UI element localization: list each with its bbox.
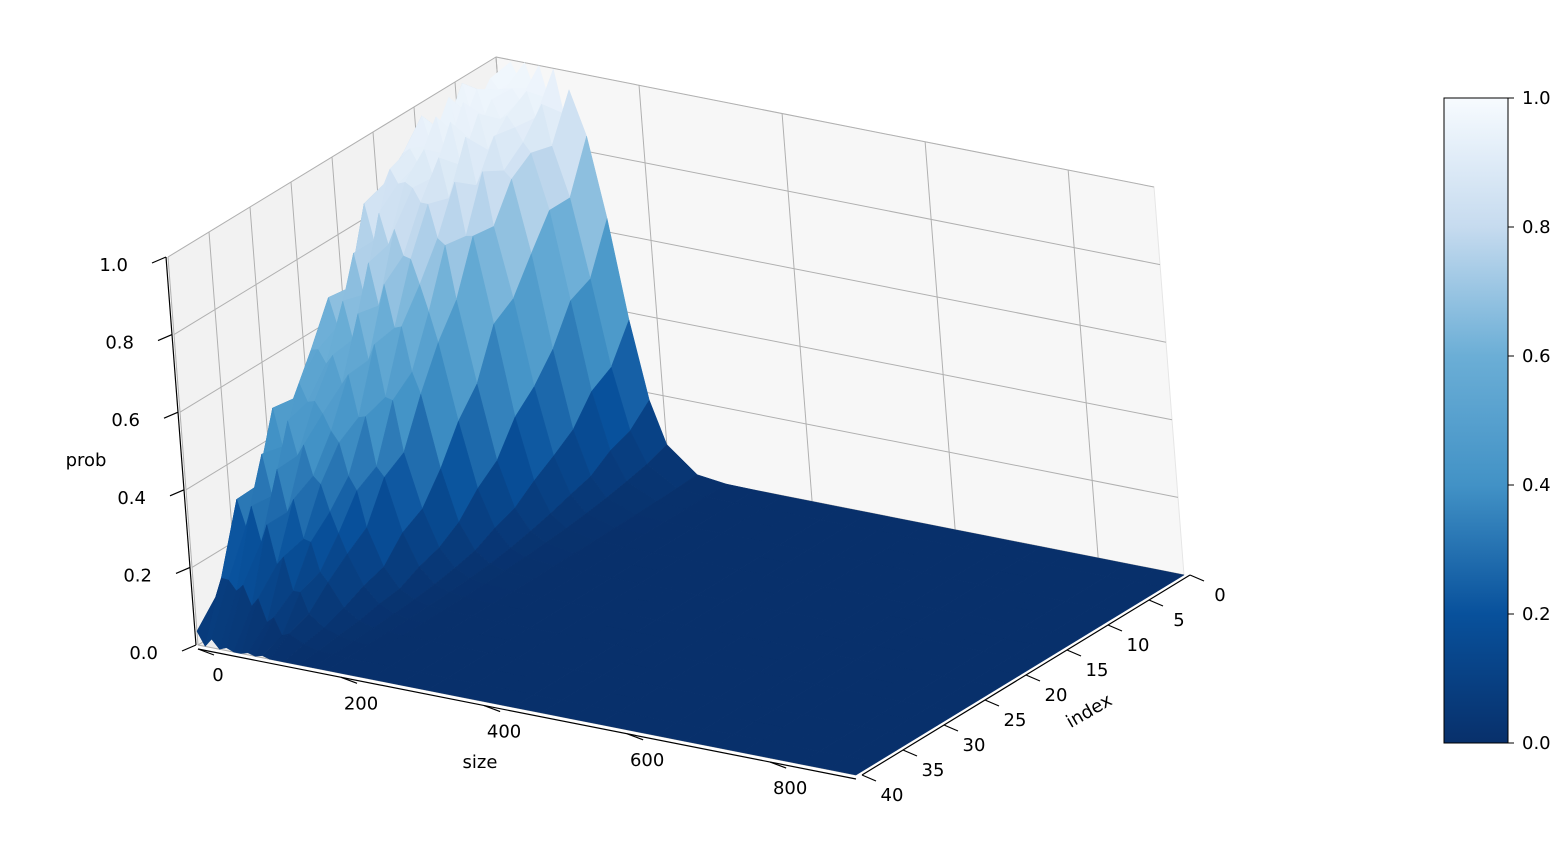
colorbar-tick-label: 0.6 (1522, 346, 1551, 367)
x-tick (483, 704, 501, 713)
y-tick-label: 0 (1214, 585, 1225, 606)
x-tick-label: 800 (773, 778, 807, 799)
y-tick (1025, 674, 1041, 682)
y-tick-label: 30 (963, 735, 986, 756)
x-tick-label: 0 (212, 665, 223, 686)
z-tick-label: 0.6 (111, 410, 140, 431)
colorbar-tick-label: 0.0 (1522, 733, 1551, 754)
gridline (1067, 170, 1099, 559)
gridline (167, 256, 199, 646)
x-axis-line (197, 648, 857, 780)
gridline (167, 56, 497, 258)
y-tick (902, 749, 918, 757)
x-tick-label: 600 (630, 750, 664, 771)
y-tick (1107, 624, 1123, 632)
x-tick-label: 200 (344, 693, 378, 714)
z-tick (169, 489, 185, 497)
z-tick (163, 411, 179, 419)
y-tick-label: 25 (1004, 710, 1027, 731)
y-axis-label: index (1063, 690, 1116, 733)
z-tick (181, 644, 197, 652)
y-tick-label: 20 (1045, 685, 1068, 706)
z-tick-label: 1.0 (99, 255, 128, 276)
y-tick-label: 35 (922, 760, 945, 781)
x-axis-label: size (463, 752, 498, 773)
y-tick (1148, 599, 1164, 607)
gridline (501, 134, 1161, 266)
y-tick-label: 40 (881, 785, 904, 806)
gridline (495, 56, 1155, 188)
y-tick (943, 724, 959, 732)
y-tick (861, 774, 877, 782)
gridline (924, 141, 956, 530)
z-tick-label: 0.2 (123, 565, 152, 586)
x-tick (769, 761, 787, 769)
x-tick (197, 648, 215, 656)
colorbar-gradient (1443, 97, 1509, 744)
colorbar-tick-label: 1.0 (1522, 88, 1551, 109)
z-tick-label: 0.4 (117, 488, 146, 509)
x-tick (626, 733, 644, 741)
colorbar-tick-label: 0.8 (1522, 217, 1551, 238)
z-tick-label: 0.8 (105, 333, 134, 354)
z-tick (157, 334, 173, 342)
z-axis-label: prob (66, 450, 107, 471)
y-tick (984, 699, 1000, 707)
surface (196, 61, 1185, 776)
z-axis-line (165, 256, 197, 646)
colorbar-tick-label: 0.2 (1522, 604, 1551, 625)
x-tick (340, 676, 358, 684)
colorbar-tick-label: 0.4 (1522, 475, 1551, 496)
y-tick-label: 5 (1173, 610, 1184, 631)
gridline (781, 113, 813, 502)
gridline (507, 211, 1167, 343)
z-tick-label: 0.0 (129, 643, 158, 664)
y-tick-label: 15 (1086, 660, 1109, 681)
axes: 0 200 400 600 800 0 5 10 15 20 25 30 35 40 0.0 0.2 0.4 0.… (99, 255, 1225, 806)
z-tick (151, 256, 167, 264)
y-tick (1066, 649, 1082, 657)
y-tick (1189, 574, 1205, 582)
z-tick (175, 566, 191, 574)
y-tick-label: 10 (1127, 635, 1150, 656)
x-tick-label: 400 (487, 722, 521, 743)
surface-facet (826, 756, 878, 776)
gridline (638, 85, 670, 474)
colorbar: 0.0 0.2 0.4 0.6 0.8 1.0 (1443, 88, 1551, 754)
